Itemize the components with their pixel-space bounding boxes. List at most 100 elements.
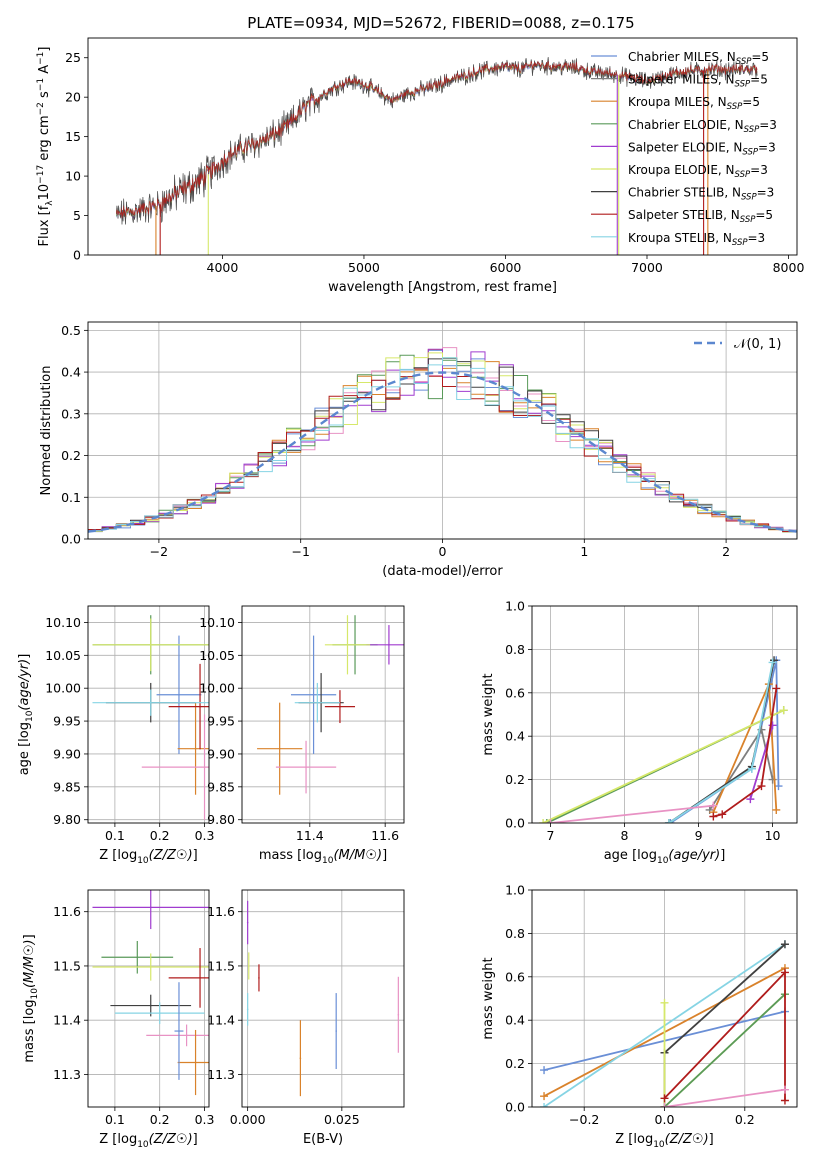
age_vs_Z-xlabel: Z [log10(Z/Z☉)] [99, 848, 197, 866]
spectrum-ytick-label: 20 [65, 90, 81, 105]
weight_vs_age-marker [747, 764, 756, 773]
ylabel-part: 10 [37, 184, 52, 201]
weight_vs_age-marker [666, 819, 675, 823]
legend-label-tail: =5 [742, 95, 760, 109]
legend-label: Salpeter STELIB, NSSP=5 [628, 208, 773, 225]
residuals-ytick-label: 0.4 [61, 365, 81, 380]
weight_vs_age-axes: 7 8 9 10 0.0 0.2 0.4 0.6 0.8 1.0 age [log10(age/yr… [481, 599, 798, 866]
spectrum-plot-area [116, 56, 758, 255]
weight_vs_age-marker [772, 805, 781, 814]
ylabel-part: ] [37, 47, 52, 52]
weight_vs_age-ytick-label: 1.0 [505, 599, 525, 614]
mass_vs_Z-xtick-label: 0.1 [105, 1112, 125, 1127]
weight_vs_Z-marker [780, 968, 789, 977]
xlabel-end: ] [193, 848, 198, 863]
legend-label: Kroupa MILES, NSSP=5 [628, 95, 760, 112]
mass_vs_EBV-ytick-label: 11.6 [207, 904, 235, 919]
mass_vs_Z-xtick-label: 0.2 [150, 1112, 170, 1127]
age_vs_mass-xlabel: mass [log10(M/M☉)] [259, 848, 387, 866]
mass_vs_EBV-xtick-label: 0.000 [230, 1112, 266, 1127]
residuals-ytick-label: 0.1 [61, 490, 81, 505]
weight_vs_Z-ylabel: mass weight [481, 957, 496, 1039]
age_vs_Z-point [194, 747, 197, 750]
legend-label-main: Chabrier ELODIE, N [628, 118, 744, 132]
weight_vs_age-plot-area [539, 656, 788, 823]
weight_vs_Z-marker [780, 1085, 789, 1094]
mass_vs_Z-point [185, 1034, 188, 1037]
residuals-frame [87, 321, 798, 540]
legend-label-tail: =5 [751, 50, 769, 64]
weight_vs_Z-ytick-label: 0.4 [505, 1013, 525, 1028]
ylabel-part: s [37, 91, 52, 102]
legend-label-tail: =3 [758, 140, 776, 154]
legend-label: Salpeter MILES, NSSP=5 [628, 73, 768, 90]
legend-label-sub: SSP [727, 102, 743, 112]
mass_vs_Z-point [158, 1012, 161, 1014]
mass_vs_Z-ytick-label: 11.6 [53, 904, 81, 919]
legend-label: Kroupa ELODIE, NSSP=3 [628, 163, 768, 180]
legend-label-tail: =3 [748, 231, 766, 245]
weight_vs_Z-marker [780, 940, 789, 949]
residuals-xtick-label: 1 [580, 544, 588, 559]
subscript: 10 [137, 856, 149, 866]
weight_vs_age-marker [757, 782, 766, 791]
weight_vs_Z-marker [780, 1096, 789, 1105]
legend-label-main: Salpeter ELODIE, N [628, 140, 742, 154]
spectrum-xtick-label: 8000 [773, 260, 805, 275]
legend-label-tail: =3 [757, 186, 775, 200]
age_vs_Z-xtick-label: 0.3 [195, 828, 215, 843]
subscript: 10 [30, 988, 40, 1000]
weight_vs_age-series-line [542, 709, 785, 823]
mass_vs_EBV-plot-area [246, 900, 400, 1097]
age_vs_mass-point [312, 693, 315, 696]
spectrum-ytick-label: 5 [73, 208, 81, 223]
age_vs_mass-ytick-label: 9.85 [207, 779, 235, 794]
ylabel-part: A [37, 65, 52, 78]
ylabel-body: (age/yr) [17, 659, 32, 711]
weight_vs_Z-xlabel: Z [log10(Z/Z☉)] [615, 1132, 713, 1150]
spectrum-xtick-label: 7000 [631, 260, 663, 275]
weight_vs_age-series-line [550, 804, 714, 823]
mass_vs_EBV-ytick-label: 11.4 [207, 1013, 235, 1028]
weight_vs_age-xlabel: age [log10(age/yr)] [604, 848, 726, 866]
mass_vs_EBV-point [397, 1013, 400, 1016]
mass_vs_Z-xlabel: Z [log10(Z/Z☉)] [99, 1132, 197, 1150]
mass_vs_EBV-point [258, 977, 260, 979]
weight_vs_age-marker [709, 801, 718, 810]
mass_vs_Z-point [149, 966, 152, 968]
mass_vs_Z-axes: 0.1 0.2 0.3 11.3 11.4 11.5 11.6 Z [log10(Z/Z☉)]… [22, 889, 214, 1150]
weight_vs_age-marker [539, 819, 548, 823]
residuals-ytick-label: 0.3 [61, 406, 81, 421]
spectrum-xtick-label: 6000 [490, 260, 522, 275]
mass_vs_EBV-point [299, 1057, 302, 1059]
mass_vs_EBV-frame [241, 889, 405, 1108]
legend-label-main: Kroupa STELIB, N [628, 231, 732, 245]
ylabel-end: ] [22, 934, 37, 939]
panels: 4000 5000 6000 7000 80000510152025wavelength… [17, 37, 805, 1150]
weight_vs_Z-xtick-label: 0.2 [735, 1112, 755, 1127]
age_vs_Z-xtick-label: 0.1 [105, 828, 125, 843]
mass_vs_Z-point [149, 1004, 152, 1007]
weight_vs_age-marker [664, 819, 673, 823]
xlabel-end: ] [382, 848, 387, 863]
weight_vs_age-ytick-label: 0.4 [505, 729, 525, 744]
ylabel-part: erg cm [37, 115, 52, 164]
spectrum-line-7 [116, 60, 758, 219]
legend-label-main: Salpeter STELIB, N [628, 208, 740, 222]
residuals-xtick-label: −1 [291, 544, 309, 559]
age_vs_mass-xtick-label: 11.4 [296, 828, 324, 843]
weight_vs_age-ytick-label: 0.8 [505, 642, 525, 657]
spectrum-ytick-label: 10 [65, 169, 81, 184]
spectrum-frame [87, 37, 798, 256]
legend-label-sub: SSP [735, 170, 751, 180]
ylabel-part: Flux [f [37, 205, 52, 246]
subscript: 10 [137, 1140, 149, 1150]
weight_vs_age-marker [774, 782, 783, 791]
mass_vs_Z-frame [87, 889, 210, 1108]
legend-label: Chabrier STELIB, NSSP=3 [628, 186, 774, 203]
weight_vs_age-marker [779, 706, 788, 715]
weight_vs_Z-marker [660, 998, 669, 1007]
mass_vs_EBV-point [335, 1030, 337, 1032]
